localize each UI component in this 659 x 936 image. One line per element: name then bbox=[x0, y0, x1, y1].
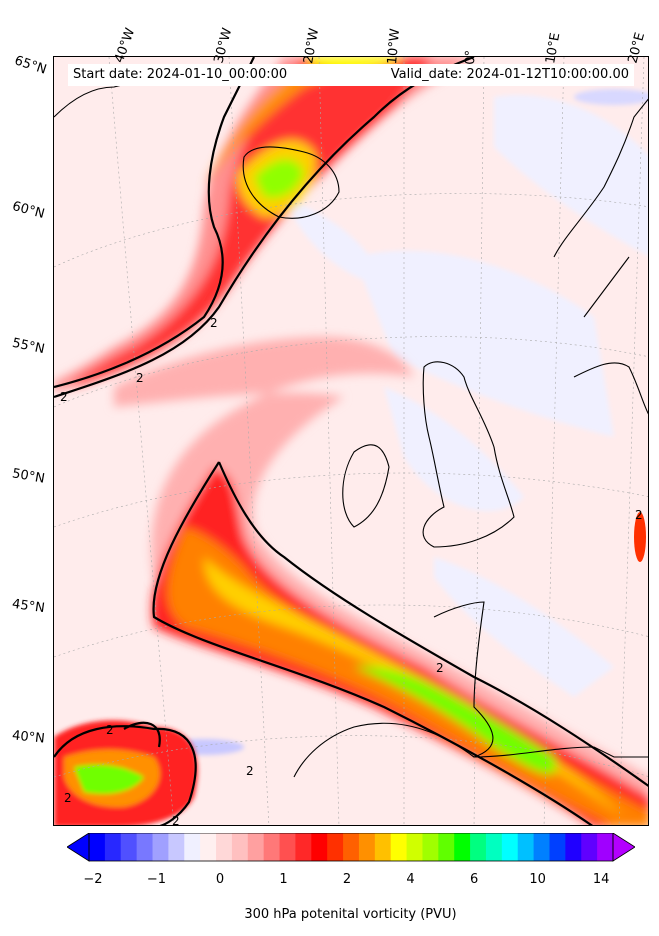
colorbar-cell bbox=[358, 833, 376, 861]
main-pv-streamer bbox=[114, 337, 648, 825]
colorbar-outline bbox=[88, 833, 614, 862]
contour-label: 2 bbox=[64, 791, 72, 805]
southwest-pv-blob bbox=[54, 720, 198, 825]
colorbar-cell bbox=[120, 833, 138, 861]
colorbar-under-arrow bbox=[67, 833, 90, 862]
colorbar-cell bbox=[470, 833, 487, 861]
latitude-label: 45°N bbox=[11, 596, 46, 617]
colorbar-cell bbox=[152, 833, 169, 861]
contour-label: 2 bbox=[436, 661, 444, 675]
contour-label: 2 bbox=[635, 508, 643, 522]
colorbar-cell bbox=[216, 833, 233, 861]
longitude-label: 10°W bbox=[385, 27, 404, 65]
contour-label: 2 bbox=[106, 723, 114, 737]
colorbar-cell bbox=[390, 833, 408, 861]
colorbar-tick-label: 14 bbox=[592, 872, 610, 887]
colorbar-cell bbox=[104, 833, 122, 861]
colorbar-cell bbox=[406, 833, 423, 861]
colorbar-cell bbox=[200, 833, 217, 861]
colorbar-cell bbox=[485, 833, 503, 861]
colorbar-cell bbox=[168, 833, 185, 861]
latitude-label: 50°N bbox=[10, 466, 46, 487]
east-pv-feature bbox=[634, 512, 646, 562]
latitude-label: 55°N bbox=[10, 335, 46, 358]
colorbar-tick-label: 0 bbox=[215, 872, 225, 887]
colorbar-cell bbox=[454, 833, 471, 861]
low-pv-patches bbox=[164, 89, 648, 755]
colorbar-cell bbox=[422, 833, 439, 861]
colorbar-cell bbox=[533, 833, 550, 861]
contour-label: 2 bbox=[172, 814, 180, 826]
map-frame: 2 2 2 2 2 2 2 2 2 bbox=[53, 56, 649, 826]
colorbar-cell bbox=[184, 833, 201, 861]
colorbar-tick-label: 10 bbox=[529, 872, 546, 887]
header-box bbox=[68, 64, 634, 86]
pv-map: 2 2 2 2 2 2 2 2 2 bbox=[54, 57, 648, 826]
colorbar bbox=[67, 833, 635, 862]
colorbar-cell bbox=[565, 833, 582, 861]
latitude-label: 60°N bbox=[10, 199, 47, 222]
contour-label: 2 bbox=[246, 764, 254, 778]
latitude-label: 65°N bbox=[12, 53, 49, 78]
colorbar-cell bbox=[438, 833, 455, 861]
colorbar-cell bbox=[231, 833, 249, 861]
colorbar-cell bbox=[247, 833, 265, 861]
colorbar-cell bbox=[327, 833, 344, 861]
colorbar-cell bbox=[295, 833, 312, 861]
colorbar-tick-label: −1 bbox=[146, 872, 167, 887]
longitude-label: 0° bbox=[463, 49, 479, 65]
colorbar-cell bbox=[549, 833, 566, 861]
colorbar-cell bbox=[136, 833, 154, 861]
colorbar-cell bbox=[374, 833, 392, 861]
colorbar-cell bbox=[597, 833, 614, 861]
valid-date-label: Valid_date: 2024-01-12T10:00:00.00 bbox=[390, 67, 629, 82]
colorbar-tick-label: 6 bbox=[469, 872, 479, 887]
colorbar-tick-label: −2 bbox=[83, 872, 103, 887]
colorbar-over-arrow bbox=[612, 833, 635, 862]
latitude-label: 40°N bbox=[11, 728, 46, 747]
colorbar-cell bbox=[263, 833, 281, 861]
contour-label: 2 bbox=[60, 390, 68, 404]
colorbar-cell bbox=[89, 833, 106, 861]
contour-label: 2 bbox=[136, 371, 144, 385]
colorbar-tick-label: 2 bbox=[342, 872, 352, 887]
start-date-label: Start date: 2024-01-10_00:00:00 bbox=[73, 67, 288, 82]
colorbar-tick-label: 1 bbox=[279, 872, 288, 887]
colorbar-cell bbox=[517, 833, 535, 861]
colorbar-cell bbox=[279, 833, 296, 861]
colorbar-label: 300 hPa potenital vorticity (PVU) bbox=[244, 907, 457, 922]
colorbar-cell bbox=[343, 833, 360, 861]
colorbar-cell bbox=[501, 833, 519, 861]
colorbar-cell bbox=[311, 833, 328, 861]
pv-2-contours bbox=[54, 57, 648, 825]
colorbar-tick-label: 4 bbox=[406, 872, 415, 887]
contour-label: 2 bbox=[210, 316, 218, 330]
colorbar-cell bbox=[581, 833, 598, 861]
